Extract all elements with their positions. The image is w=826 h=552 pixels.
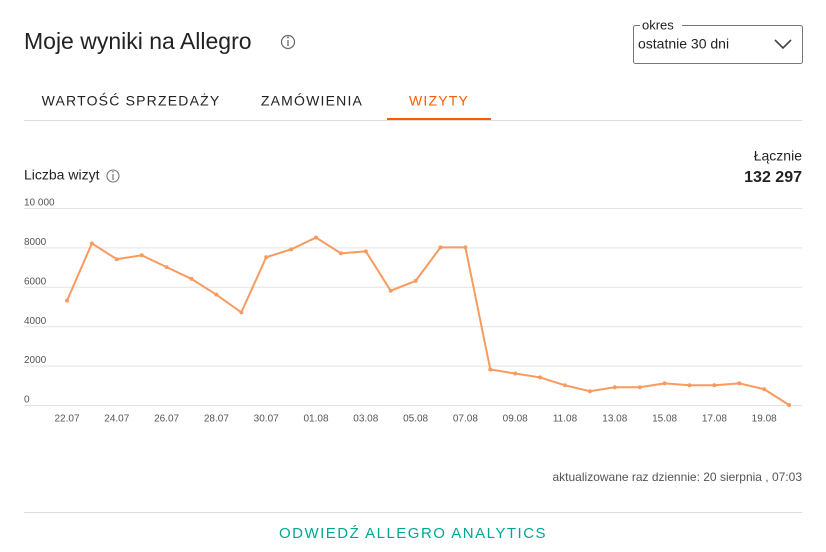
x-tick-label: 07.08 bbox=[453, 414, 478, 425]
period-value: ostatnie 30 dni bbox=[638, 36, 729, 52]
data-point bbox=[289, 247, 294, 252]
data-point bbox=[538, 375, 543, 380]
data-point bbox=[214, 292, 219, 297]
data-point bbox=[189, 276, 194, 281]
x-tick-label: 15.08 bbox=[652, 414, 677, 425]
visits-line bbox=[66, 236, 790, 406]
data-point bbox=[662, 381, 667, 386]
data-point bbox=[587, 389, 592, 394]
data-point bbox=[388, 288, 393, 293]
y-tick-label: 10 000 bbox=[24, 198, 55, 209]
x-tick-label: 05.08 bbox=[403, 414, 428, 425]
data-point bbox=[363, 249, 368, 254]
active-tab-underline bbox=[387, 118, 491, 120]
x-tick-label: 26.07 bbox=[154, 414, 179, 425]
total-label: Łącznie bbox=[754, 148, 802, 164]
data-point bbox=[65, 298, 69, 303]
data-point bbox=[338, 251, 343, 256]
tab[interactable]: WARTOŚĆ SPRZEDAŻY bbox=[42, 92, 221, 109]
y-tick-label: 0 bbox=[24, 395, 30, 406]
x-tick-label: 24.07 bbox=[104, 414, 129, 425]
x-tick-label: 30.07 bbox=[254, 414, 279, 425]
data-point bbox=[139, 253, 144, 258]
x-tick-label: 17.08 bbox=[702, 414, 727, 425]
data-point bbox=[787, 403, 792, 407]
x-tick-label: 09.08 bbox=[503, 414, 528, 425]
x-tick-label: 03.08 bbox=[353, 414, 378, 425]
data-point bbox=[513, 371, 518, 376]
data-point bbox=[314, 235, 318, 240]
x-tick-label: 01.08 bbox=[303, 414, 328, 425]
info-icon bbox=[280, 34, 296, 50]
data-point bbox=[114, 257, 119, 262]
data-point bbox=[239, 310, 244, 315]
data-point bbox=[687, 383, 692, 388]
data-point bbox=[413, 278, 418, 283]
data-point bbox=[463, 245, 468, 250]
y-tick-label: 8000 bbox=[24, 237, 47, 248]
data-point bbox=[612, 385, 617, 390]
y-tick-label: 6000 bbox=[24, 276, 47, 287]
x-tick-label: 13.08 bbox=[602, 414, 627, 425]
data-point bbox=[563, 383, 567, 388]
analytics-link[interactable]: ODWIEDŹ ALLEGRO ANALYTICS bbox=[279, 525, 547, 542]
total-value: 132 297 bbox=[744, 169, 802, 186]
data-point bbox=[762, 387, 767, 392]
info-icon bbox=[106, 169, 120, 183]
data-point bbox=[488, 367, 493, 372]
x-tick-label: 22.07 bbox=[54, 414, 79, 425]
y-axis-label: Liczba wizyt bbox=[24, 167, 100, 183]
y-tick-label: 2000 bbox=[24, 355, 47, 366]
data-point bbox=[264, 255, 269, 260]
x-tick-label: 19.08 bbox=[752, 414, 777, 425]
x-tick-label: 28.07 bbox=[204, 414, 229, 425]
tab[interactable]: WIZYTY bbox=[409, 93, 469, 109]
data-point bbox=[438, 245, 443, 250]
tab[interactable]: ZAMÓWIENIA bbox=[261, 93, 363, 109]
data-point bbox=[737, 381, 742, 386]
period-dropdown[interactable] bbox=[633, 18, 803, 64]
data-point bbox=[637, 385, 642, 390]
data-point bbox=[164, 265, 169, 270]
data-point bbox=[89, 241, 94, 246]
x-tick-label: 11.08 bbox=[553, 414, 578, 425]
y-tick-label: 4000 bbox=[24, 316, 47, 327]
page-title: Moje wyniki na Allegro bbox=[24, 28, 252, 54]
data-point bbox=[712, 383, 717, 388]
update-note: aktualizowane raz dziennie: 20 sierpnia … bbox=[553, 470, 803, 484]
period-label: okres bbox=[642, 17, 674, 32]
